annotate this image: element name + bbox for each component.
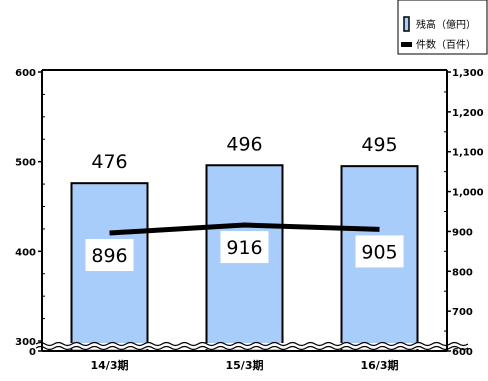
axis-break-mark — [36, 343, 468, 350]
line-value-label: 896 — [91, 245, 127, 267]
legend: 残高（億円） 件数（百件） — [398, 0, 487, 54]
right-tick-label-700: 700 — [452, 307, 473, 318]
legend-swatch-line — [401, 42, 412, 47]
line-value-label: 905 — [361, 241, 397, 263]
left-tick-label-600: 600 — [15, 68, 36, 79]
right-tick-label-800: 800 — [452, 267, 473, 278]
left-tick-label-300: 300 — [15, 337, 36, 348]
bar-value-label: 496 — [226, 133, 262, 155]
legend-label-bar: 残高（億円） — [416, 18, 476, 31]
left-tick-label-400: 400 — [15, 247, 36, 258]
legend-label-line: 件数（百件） — [416, 38, 476, 51]
bar-value-label: 495 — [361, 134, 397, 156]
line-value-label: 916 — [226, 237, 262, 259]
category-label-16/3期: 16/3期 — [361, 358, 399, 372]
right-tick-label-1,200: 1,200 — [452, 108, 484, 119]
right-tick-label-900: 900 — [452, 227, 473, 238]
left-tick-label-0: 0 — [29, 347, 36, 358]
right-tick-label-600: 600 — [452, 347, 473, 358]
category-label-14/3期: 14/3期 — [91, 358, 129, 372]
right-tick-label-1,100: 1,100 — [452, 148, 484, 159]
category-label-15/3期: 15/3期 — [226, 358, 264, 372]
right-tick-label-1,000: 1,000 — [452, 188, 484, 199]
legend-swatch-bar — [404, 17, 409, 31]
bar-value-label: 476 — [91, 151, 127, 173]
right-tick-label-1,300: 1,300 — [452, 68, 484, 79]
left-tick-label-500: 500 — [15, 158, 36, 169]
